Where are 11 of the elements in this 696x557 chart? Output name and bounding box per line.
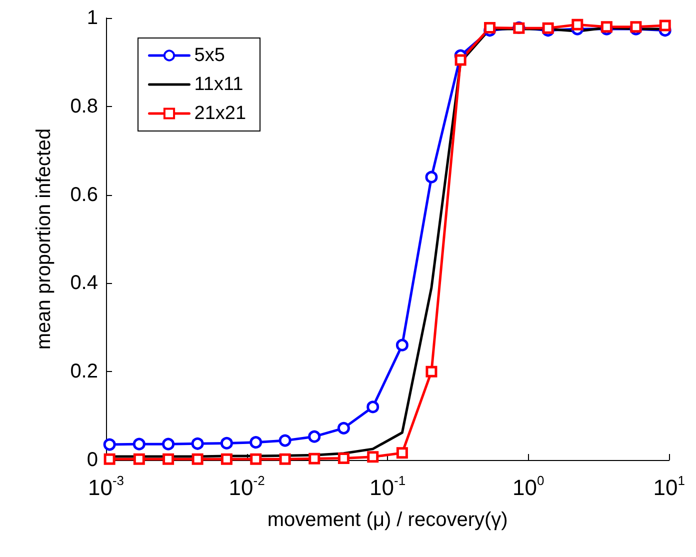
legend-label: 11x11	[194, 74, 244, 95]
y-tick-label: 0.8	[70, 95, 98, 118]
y-axis-title: mean proportion infected	[33, 128, 55, 350]
y-tick-label: 0	[86, 449, 98, 471]
legend-label: 5x5	[194, 45, 225, 66]
y-tick-label: 1	[86, 7, 98, 29]
legend-label: 21x21	[194, 103, 246, 124]
y-tick-label: 0.2	[70, 360, 98, 383]
y-tick-label: 0.4	[70, 272, 98, 294]
x-axis-title: movement (μ) / recovery(γ)	[267, 509, 508, 531]
y-tick-label: 0.6	[70, 184, 98, 206]
